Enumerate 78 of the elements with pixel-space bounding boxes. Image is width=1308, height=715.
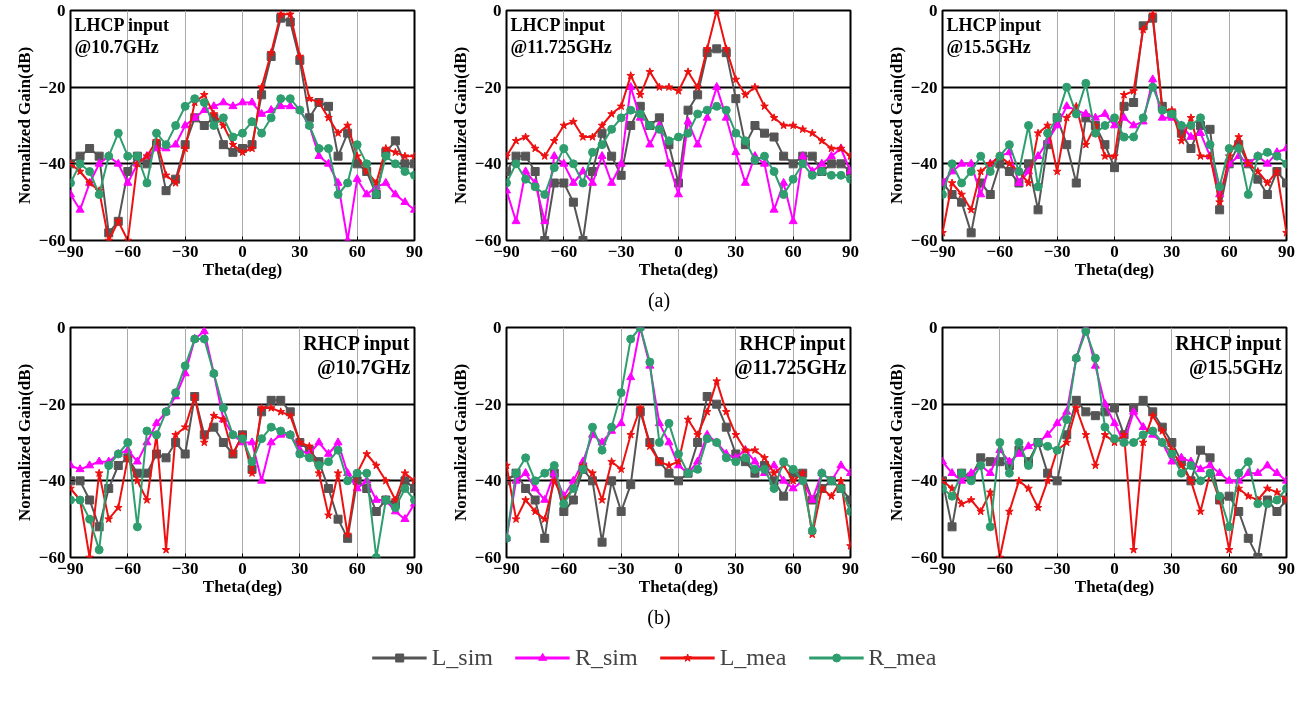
x-tick-label: 60: [348, 241, 366, 261]
x-tick-label: −60: [986, 241, 1014, 261]
y-tick-label: −20: [910, 77, 938, 97]
y-tick-label: 0: [929, 318, 938, 337]
annotation: LHCP input @10.7GHz: [74, 14, 170, 57]
x-tick-label: −30: [607, 558, 635, 578]
x-tick-label: 60: [1220, 241, 1238, 261]
x-tick-label: 60: [1220, 558, 1238, 578]
x-tick-label: 0: [1110, 241, 1119, 261]
annotation: RHCP input @11.725GHz: [734, 331, 847, 379]
x-axis-title: Theta(deg): [1074, 259, 1155, 279]
x-tick-label: −30: [171, 241, 199, 261]
x-tick-label: 0: [238, 241, 247, 261]
x-tick-label: 30: [1163, 558, 1181, 578]
x-tick-label: −60: [114, 241, 142, 261]
y-tick-label: 0: [57, 318, 66, 337]
annotation: RHCP input @10.7GHz: [303, 331, 411, 379]
x-tick-label: 90: [1278, 241, 1295, 261]
y-tick-label: 0: [493, 318, 502, 337]
x-tick-label: 90: [1278, 558, 1295, 578]
y-axis-title: Normalized Gain(dB): [886, 363, 906, 522]
x-tick-label: 30: [291, 241, 309, 261]
x-axis-title: Theta(deg): [638, 259, 719, 279]
x-tick-label: 30: [727, 558, 745, 578]
y-tick-label: −40: [38, 471, 66, 491]
text: (b): [647, 605, 671, 630]
legend-label: R_mea: [868, 643, 937, 671]
x-axis-title: Theta(deg): [1074, 576, 1155, 596]
x-tick-label: 30: [1163, 241, 1181, 261]
y-tick-label: −40: [474, 154, 502, 174]
x-tick-label: 90: [406, 558, 423, 578]
y-axis-title: Normalized Gain(dB): [450, 46, 470, 205]
annotation: LHCP input @15.5GHz: [946, 14, 1042, 57]
x-tick-label: −60: [114, 558, 142, 578]
y-tick-label: −20: [910, 394, 938, 414]
x-tick-label: 0: [674, 558, 683, 578]
x-tick-label: −60: [550, 558, 578, 578]
y-axis-title: Normalized Gain(dB): [14, 363, 34, 522]
y-tick-label: −40: [910, 471, 938, 491]
x-axis-title: Theta(deg): [638, 576, 719, 596]
legend-label: R_sim: [575, 643, 638, 671]
y-tick-label: −20: [474, 77, 502, 97]
y-tick-label: −40: [474, 471, 502, 491]
annotation: LHCP input @11.725GHz: [510, 14, 612, 57]
x-tick-label: 90: [842, 241, 859, 261]
annotation: RHCP input @15.5GHz: [1175, 331, 1283, 379]
x-tick-label: 60: [348, 558, 366, 578]
x-tick-label: −30: [607, 241, 635, 261]
x-tick-label: −60: [550, 241, 578, 261]
y-tick-label: 0: [493, 1, 502, 20]
y-tick-label: −40: [910, 154, 938, 174]
x-tick-label: 60: [784, 558, 802, 578]
x-tick-label: 0: [238, 558, 247, 578]
y-tick-label: 0: [929, 1, 938, 20]
y-tick-label: −20: [38, 77, 66, 97]
x-axis-title: Theta(deg): [202, 576, 283, 596]
x-tick-label: 30: [727, 241, 745, 261]
x-tick-label: 60: [784, 241, 802, 261]
x-tick-label: −30: [1043, 241, 1071, 261]
text: (a): [647, 288, 671, 314]
y-axis-title: Normalized Gain(dB): [450, 363, 470, 522]
legend-label: L_sim: [431, 643, 494, 671]
y-tick-label: 0: [57, 1, 66, 20]
y-tick-label: −20: [38, 394, 66, 414]
x-tick-label: −60: [986, 558, 1014, 578]
y-axis-title: Normalized Gain(dB): [886, 46, 906, 205]
y-axis-title: Normalized Gain(dB): [14, 46, 34, 205]
y-tick-label: −20: [474, 394, 502, 414]
x-tick-label: 0: [674, 241, 683, 261]
legend-label: L_mea: [719, 643, 787, 671]
x-tick-label: −30: [1043, 558, 1071, 578]
x-tick-label: 90: [406, 241, 423, 261]
x-tick-label: −30: [171, 558, 199, 578]
x-tick-label: 30: [291, 558, 309, 578]
x-tick-label: 0: [1110, 558, 1119, 578]
x-axis-title: Theta(deg): [202, 259, 283, 279]
y-tick-label: −40: [38, 154, 66, 174]
x-tick-label: 90: [842, 558, 859, 578]
